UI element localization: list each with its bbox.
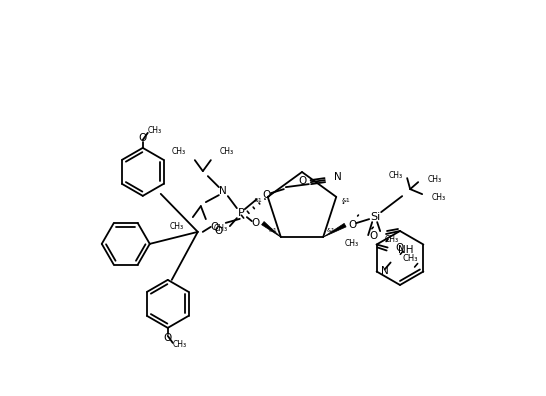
Text: N: N bbox=[381, 267, 389, 276]
Text: CH₃: CH₃ bbox=[431, 192, 446, 202]
Polygon shape bbox=[262, 221, 281, 237]
Text: CH₃: CH₃ bbox=[384, 234, 398, 244]
Text: CH₃: CH₃ bbox=[173, 341, 187, 349]
Text: O: O bbox=[164, 333, 172, 343]
Polygon shape bbox=[323, 223, 346, 237]
Text: O: O bbox=[298, 176, 306, 186]
Text: CH₃: CH₃ bbox=[402, 254, 418, 263]
Text: CH₃: CH₃ bbox=[427, 175, 441, 184]
Text: CH₃: CH₃ bbox=[170, 222, 184, 230]
Text: CH₃: CH₃ bbox=[171, 147, 186, 156]
Text: CH₃: CH₃ bbox=[345, 239, 359, 248]
Text: Si: Si bbox=[370, 212, 380, 222]
Text: N: N bbox=[334, 172, 342, 182]
Text: O: O bbox=[369, 231, 377, 241]
Text: NH: NH bbox=[398, 244, 413, 255]
Text: O: O bbox=[139, 133, 147, 143]
Text: &1: &1 bbox=[342, 198, 351, 204]
Text: P: P bbox=[238, 208, 244, 218]
Text: &1: &1 bbox=[327, 228, 336, 232]
Text: O: O bbox=[211, 222, 219, 232]
Text: CH₃: CH₃ bbox=[389, 171, 403, 180]
Text: O: O bbox=[348, 220, 357, 230]
Text: CH₃: CH₃ bbox=[220, 147, 234, 156]
Text: CH₃: CH₃ bbox=[214, 224, 228, 232]
Text: CH₃: CH₃ bbox=[148, 126, 162, 135]
Text: &1: &1 bbox=[253, 198, 262, 204]
Text: O: O bbox=[395, 242, 403, 253]
Text: N: N bbox=[219, 186, 227, 196]
Text: O: O bbox=[252, 218, 260, 228]
Text: &1: &1 bbox=[269, 228, 277, 232]
Text: O: O bbox=[263, 190, 271, 200]
Text: O: O bbox=[215, 226, 223, 236]
